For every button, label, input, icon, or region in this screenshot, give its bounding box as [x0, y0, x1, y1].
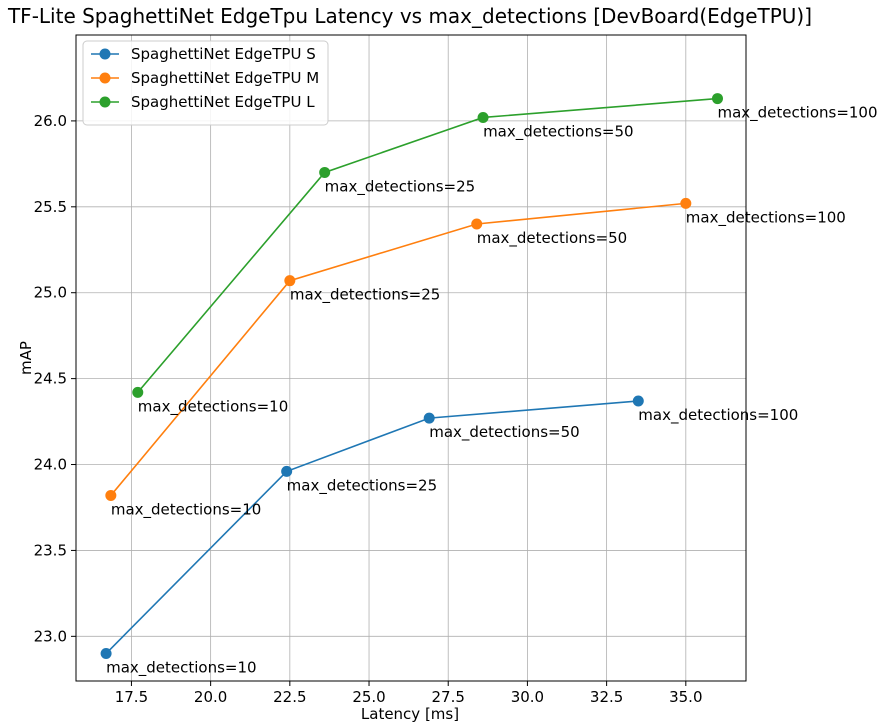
- y-tick-label: 23.5: [34, 541, 67, 559]
- data-point: [477, 111, 489, 123]
- legend-label: SpaghettiNet EdgeTPU S: [131, 45, 316, 63]
- x-tick-label: 25.0: [352, 688, 385, 706]
- data-point: [423, 412, 435, 424]
- point-label: max_detections=100: [638, 406, 798, 425]
- legend-box: [82, 40, 329, 126]
- series-line: [110, 202, 686, 496]
- legend-marker: [99, 48, 111, 60]
- point-label: max_detections=50: [429, 423, 579, 442]
- data-point: [471, 218, 483, 230]
- point-label: max_detections=50: [483, 122, 634, 141]
- legend-label: SpaghettiNet EdgeTPU M: [131, 69, 319, 87]
- data-point: [100, 648, 112, 660]
- x-tick-label: 20.0: [194, 688, 227, 706]
- point-label: max_detections=10: [138, 397, 289, 416]
- chart-title: TF-Lite SpaghettiNet EdgeTpu Latency vs …: [7, 4, 812, 28]
- grid-lines: [76, 35, 746, 681]
- x-tick-label: 17.5: [115, 688, 148, 706]
- y-tick-label: 26.0: [34, 112, 67, 130]
- x-tick-label: 27.5: [432, 688, 465, 706]
- point-label: max_detections=25: [287, 476, 438, 495]
- y-axis-label: mAP: [17, 341, 35, 375]
- data-point: [132, 386, 144, 398]
- legend: SpaghettiNet EdgeTPU S SpaghettiNet EdgeT…: [82, 40, 329, 126]
- y-tick-label: 24.0: [34, 456, 67, 474]
- data-point: [632, 395, 644, 407]
- point-label: max_detections=100: [686, 208, 846, 227]
- legend-marker: [99, 72, 111, 84]
- legend-label: SpaghettiNet EdgeTPU L: [131, 93, 315, 111]
- point-label: max_detections=100: [717, 104, 877, 123]
- x-tick-label: 22.5: [273, 688, 306, 706]
- x-axis-label: Latency [ms]: [361, 705, 459, 723]
- data-point: [711, 93, 723, 105]
- x-axis-ticks: 17.5 20.0 22.5 25.0 27.5 30.0 32.5 35.0: [115, 681, 703, 706]
- y-tick-label: 25.0: [34, 284, 67, 302]
- data-point: [284, 275, 296, 287]
- plot-frame: [75, 34, 747, 682]
- y-axis-ticks: 23.0 23.5 24.0 24.5 25.0 25.5 26.0: [34, 112, 76, 645]
- point-label: max_detections=25: [325, 177, 476, 196]
- point-label: max_detections=25: [290, 286, 441, 305]
- x-tick-label: 32.5: [590, 688, 623, 706]
- series-group: max_detections=10 max_detections=25 max_de…: [100, 93, 878, 678]
- point-label: max_detections=10: [111, 500, 262, 519]
- series-line: [105, 400, 639, 655]
- data-point: [680, 197, 692, 209]
- x-tick-label: 30.0: [511, 688, 544, 706]
- data-point: [105, 489, 117, 501]
- data-point: [319, 166, 331, 178]
- series-line: [137, 97, 718, 393]
- point-label: max_detections=50: [477, 229, 628, 248]
- y-tick-label: 24.5: [34, 370, 67, 388]
- data-point: [281, 465, 293, 477]
- y-tick-label: 25.5: [34, 198, 67, 216]
- point-label: max_detections=10: [106, 659, 257, 678]
- legend-marker: [99, 96, 111, 108]
- x-tick-label: 35.0: [669, 688, 702, 706]
- y-tick-label: 23.0: [34, 627, 67, 645]
